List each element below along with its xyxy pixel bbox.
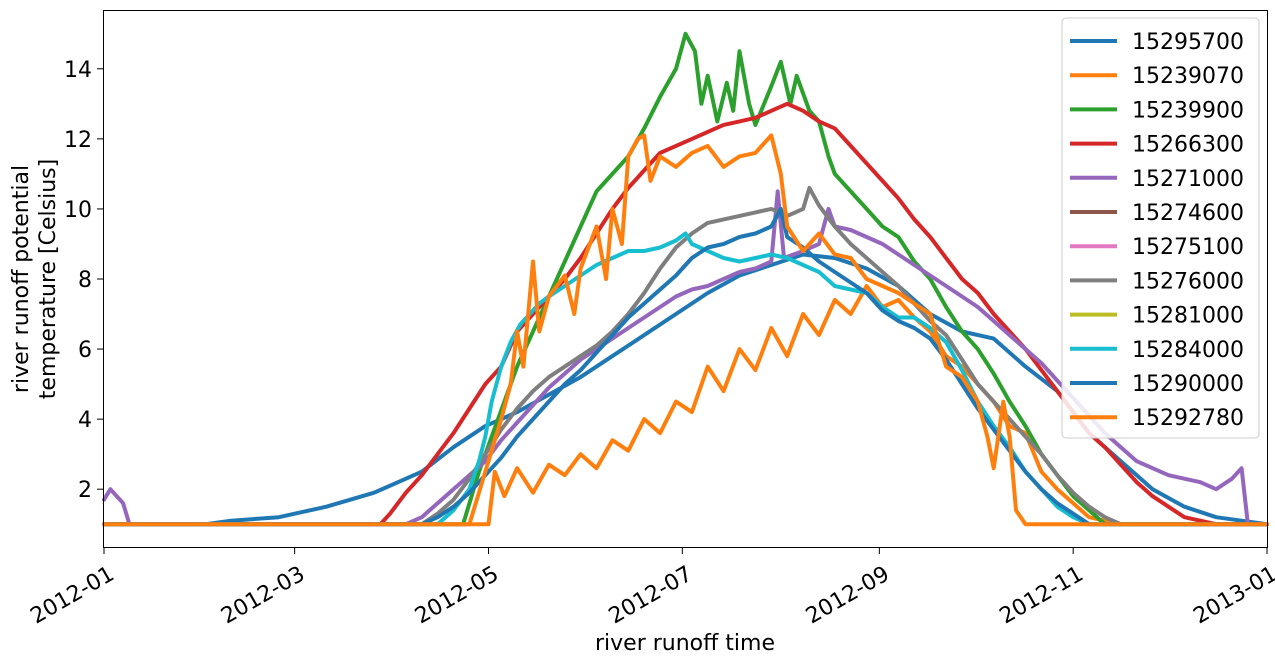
legend-label-15271000: 15271000 [1132, 167, 1244, 192]
y-tick-label: 14 [64, 58, 92, 83]
legend-box [1061, 17, 1260, 439]
y-axis: 2 4 6 8 10 12 14 [64, 58, 104, 503]
legend-label-15295700: 15295700 [1132, 30, 1244, 55]
legend-label-15239070: 15239070 [1132, 64, 1244, 89]
y-axis-label-line2: temperature [Celsius] [36, 159, 61, 399]
y-axis-label-line1: river runoff potential [9, 165, 34, 393]
y-tick-label: 12 [64, 128, 92, 153]
series-layer [102, 31, 1269, 527]
legend-label-15284000: 15284000 [1132, 338, 1244, 363]
y-tick-label: 2 [78, 478, 92, 503]
legend-label-15290000: 15290000 [1132, 372, 1244, 397]
y-tick-label: 6 [78, 338, 92, 363]
y-tick-label: 10 [64, 198, 92, 223]
legend-label-15275100: 15275100 [1132, 235, 1244, 260]
series-line-15239900 [102, 31, 1269, 527]
legend-label-15276000: 15276000 [1132, 269, 1244, 294]
legend-label-15266300: 15266300 [1132, 133, 1244, 158]
legend-label-15274600: 15274600 [1132, 201, 1244, 226]
series-line-15290000 [102, 206, 1269, 527]
y-tick-label: 4 [78, 408, 92, 433]
legend-label-15239900: 15239900 [1132, 98, 1244, 123]
legend-label-15281000: 15281000 [1132, 304, 1244, 329]
y-tick-label: 8 [78, 268, 92, 293]
legend-label-15292780: 15292780 [1132, 406, 1244, 431]
legend: 15295700 15239070 15239900 15266300 15271000… [1061, 17, 1260, 439]
series-line-15292780 [102, 133, 1269, 527]
x-axis-label: river runoff time [595, 631, 775, 656]
